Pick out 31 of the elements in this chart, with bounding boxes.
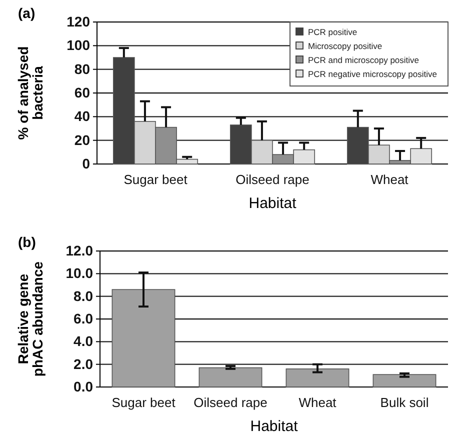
x-tick-label: Oilseed rape bbox=[236, 172, 310, 187]
legend-label: PCR negative microscopy positive bbox=[308, 69, 438, 79]
y-tick-label: 8.0 bbox=[74, 288, 94, 304]
legend-label: PCR positive bbox=[308, 27, 358, 37]
y-tick-label: 40 bbox=[74, 108, 90, 124]
y-tick-label: 80 bbox=[74, 60, 90, 77]
x-tick-label: Sugar beet bbox=[124, 172, 188, 187]
y-tick-label: 20 bbox=[74, 132, 90, 148]
y-tick-label: 0.0 bbox=[74, 378, 94, 394]
x-tick-label: Wheat bbox=[370, 172, 409, 187]
x-tick-label: Sugar beet bbox=[112, 394, 176, 410]
chart-title: (a) bbox=[18, 5, 36, 21]
x-axis-title: Habitat bbox=[250, 418, 299, 432]
y-tick-label: 12.0 bbox=[66, 242, 94, 258]
x-tick-label: Bulk soil bbox=[380, 394, 429, 410]
y-tick-label: 10.0 bbox=[66, 265, 94, 282]
y-tick-label: 4.0 bbox=[74, 333, 94, 350]
y-axis-title: Relative gene phAC abundance bbox=[14, 261, 46, 377]
legend-label: PCR and microscopy positive bbox=[308, 55, 420, 65]
y-tick-label: 0 bbox=[82, 155, 90, 172]
y-tick-label: 2.0 bbox=[74, 356, 94, 372]
chart-title: (b) bbox=[18, 234, 36, 250]
x-tick-label: Oilseed rape bbox=[194, 394, 268, 410]
x-tick-label: Wheat bbox=[298, 394, 337, 410]
y-tick-label: 60 bbox=[74, 84, 90, 100]
y-tick-label: 100 bbox=[66, 37, 90, 54]
x-axis-title: Habitat bbox=[248, 195, 298, 212]
y-axis-title: % of analysed bacteria bbox=[14, 46, 46, 140]
legend-label: Microscopy positive bbox=[308, 41, 382, 51]
y-tick-label: 120 bbox=[66, 13, 90, 30]
y-tick-label: 6.0 bbox=[74, 310, 94, 326]
